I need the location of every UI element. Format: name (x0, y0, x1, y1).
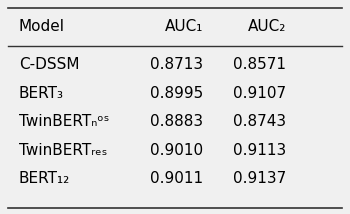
Text: BERT₁₂: BERT₁₂ (19, 171, 70, 186)
Text: C-DSSM: C-DSSM (19, 57, 79, 72)
Text: 0.8883: 0.8883 (150, 114, 203, 129)
Text: 0.8743: 0.8743 (233, 114, 286, 129)
Text: 0.8995: 0.8995 (149, 86, 203, 101)
Text: 0.8571: 0.8571 (233, 57, 286, 72)
Text: 0.9107: 0.9107 (233, 86, 286, 101)
Text: AUC₁: AUC₁ (164, 19, 203, 34)
Text: TwinBERTₙᵒˢ: TwinBERTₙᵒˢ (19, 114, 109, 129)
Text: 0.8713: 0.8713 (150, 57, 203, 72)
Text: 0.9113: 0.9113 (233, 143, 286, 158)
Text: BERT₃: BERT₃ (19, 86, 64, 101)
Text: 0.9010: 0.9010 (150, 143, 203, 158)
Text: AUC₂: AUC₂ (248, 19, 286, 34)
Text: Model: Model (19, 19, 65, 34)
Text: TwinBERTᵣₑₛ: TwinBERTᵣₑₛ (19, 143, 107, 158)
Text: 0.9011: 0.9011 (150, 171, 203, 186)
Text: 0.9137: 0.9137 (233, 171, 286, 186)
